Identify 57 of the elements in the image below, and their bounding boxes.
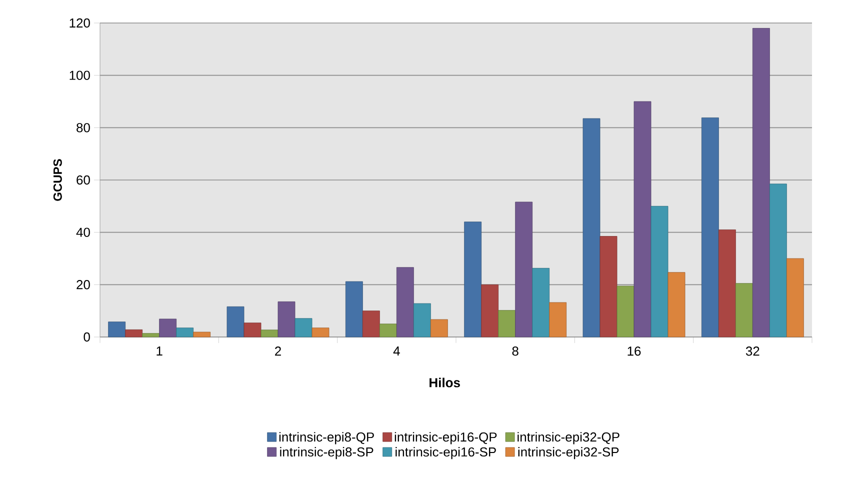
x-tick-label: 32	[746, 346, 760, 356]
bar	[616, 286, 634, 338]
bar	[668, 272, 686, 338]
y-axis-title: GCUPS	[53, 159, 62, 201]
x-tick-label: 4	[393, 346, 400, 356]
bar	[108, 322, 126, 338]
bar	[464, 222, 482, 338]
bar	[701, 118, 719, 338]
legend-label: intrinsic-epi32-SP	[518, 447, 619, 460]
y-tick-label: 100	[70, 70, 90, 80]
x-tick-label: 2	[275, 346, 281, 356]
bar	[582, 118, 600, 338]
bar	[650, 206, 668, 338]
bar	[379, 324, 397, 338]
legend-label: intrinsic-epi16-QP	[394, 432, 497, 444]
legend-label: intrinsic-epi16-SP	[396, 447, 496, 460]
bar	[532, 268, 550, 338]
bar	[413, 303, 431, 338]
bar	[396, 267, 414, 338]
bar	[786, 258, 804, 338]
bar	[430, 319, 448, 338]
legend-label: intrinsic-epi8-SP	[280, 447, 374, 460]
bar	[312, 328, 330, 338]
bar	[294, 318, 312, 338]
bar	[278, 301, 296, 338]
y-tick-label: 80	[76, 123, 90, 132]
bar	[125, 329, 143, 338]
bar	[345, 281, 363, 338]
y-tick-label: 60	[76, 175, 90, 185]
y-tick-label: 40	[76, 228, 90, 237]
bar	[226, 306, 244, 338]
bar	[244, 322, 262, 338]
x-axis-title: Hilos	[430, 378, 460, 388]
bar	[362, 310, 380, 338]
bar	[515, 202, 533, 338]
legend-label: intrinsic-epi8-QP	[279, 432, 374, 444]
bar	[481, 284, 499, 338]
x-tick-label: 1	[156, 346, 162, 356]
bar	[600, 236, 618, 338]
bar	[193, 332, 211, 338]
bar	[159, 318, 177, 338]
y-tick-label: 20	[76, 280, 90, 290]
bar	[498, 310, 516, 338]
legend-label: intrinsic-epi32-QP	[518, 432, 620, 444]
bar	[176, 328, 194, 338]
x-tick-label: 8	[512, 346, 518, 356]
bar	[769, 184, 787, 338]
bar	[260, 330, 278, 338]
bar	[549, 302, 567, 338]
bar	[142, 333, 160, 338]
bar	[735, 283, 753, 338]
bar	[718, 230, 736, 338]
y-tick-label: 0	[84, 332, 90, 342]
bar	[634, 101, 652, 338]
bar	[752, 28, 770, 338]
x-tick-label: 16	[628, 346, 641, 356]
y-tick-label: 120	[70, 18, 90, 28]
